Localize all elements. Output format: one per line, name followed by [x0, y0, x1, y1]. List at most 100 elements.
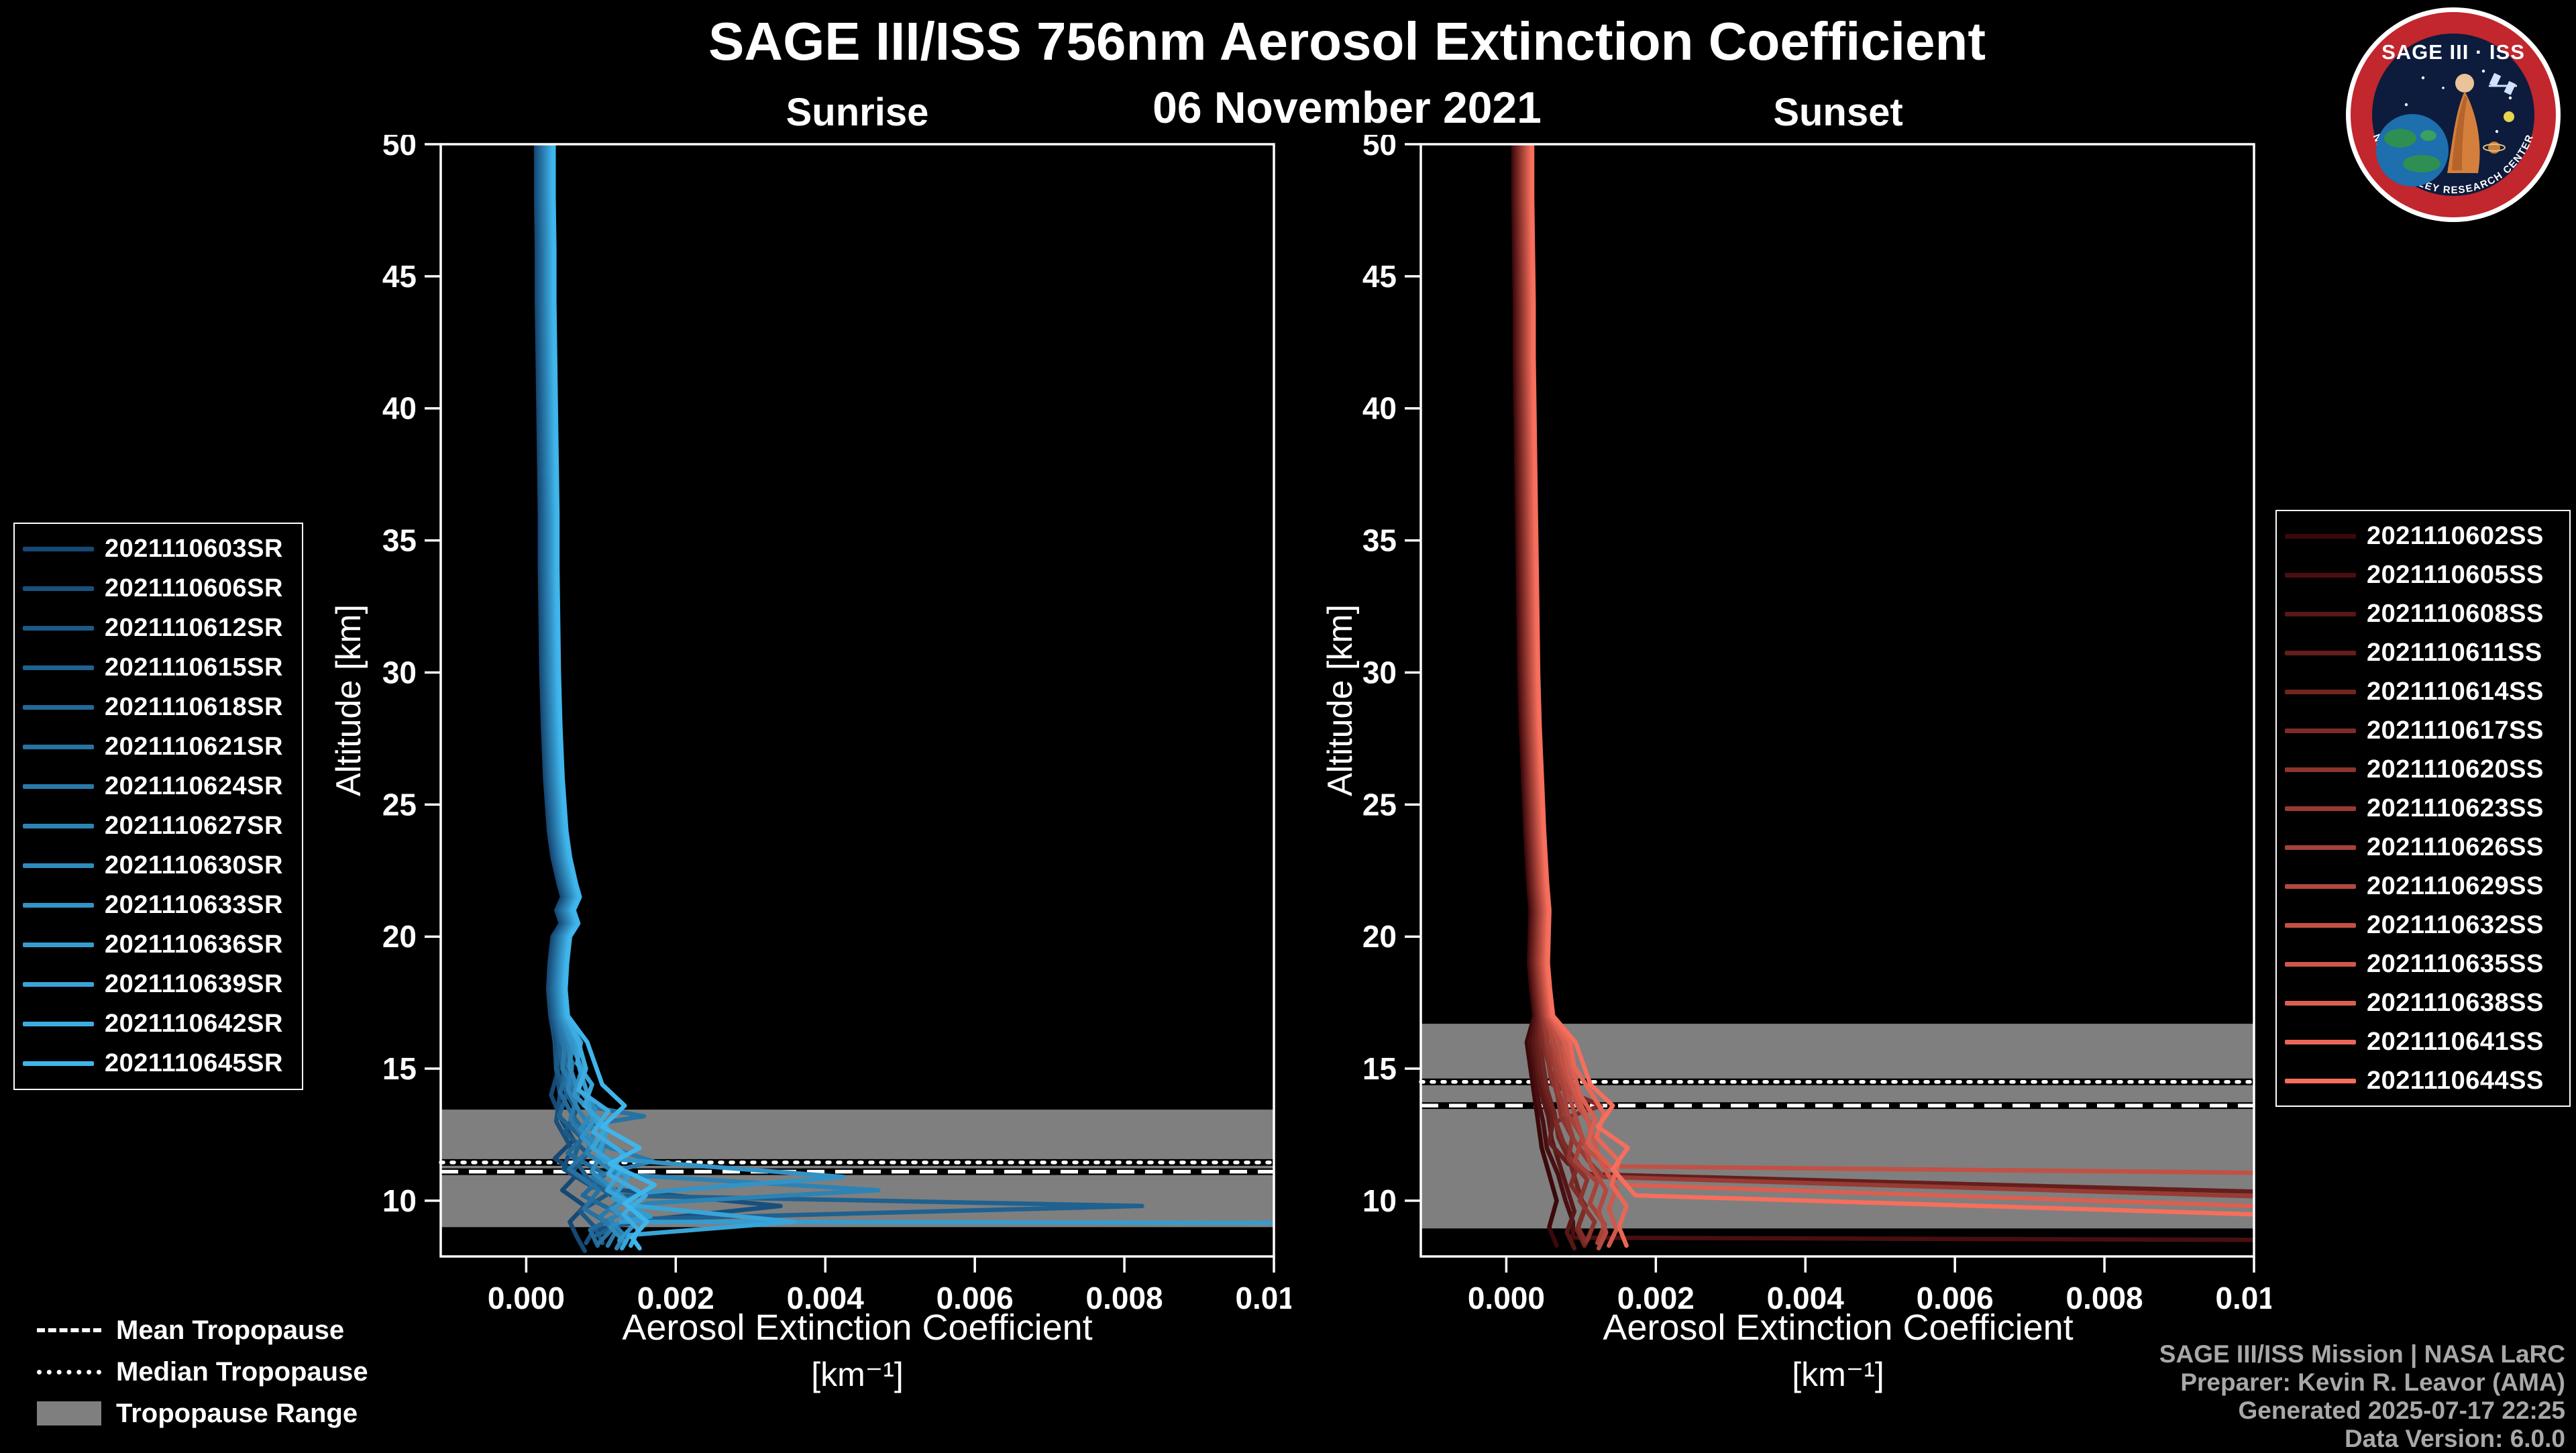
- legend-item: 2021110605SS: [2285, 555, 2561, 594]
- series-label: 2021110620SS: [2367, 755, 2544, 784]
- legend-item: 2021110630SR: [23, 846, 294, 885]
- series-color-swatch: [2285, 689, 2356, 694]
- legend-item: 2021110642SR: [23, 1004, 294, 1044]
- logo-iss-icon: [2489, 72, 2517, 95]
- series-color-swatch: [23, 824, 94, 828]
- series-label: 2021110644SS: [2367, 1066, 2544, 1095]
- tropopause-legend-item: Median Tropopause: [37, 1351, 368, 1393]
- legend-item: 2021110638SS: [2285, 983, 2561, 1022]
- svg-text:25: 25: [382, 787, 417, 822]
- tropopause-legend-item: Mean Tropopause: [37, 1309, 368, 1351]
- legend-item: 2021110608SS: [2285, 594, 2561, 633]
- legend-item: 2021110606SR: [23, 569, 294, 608]
- series-label: 2021110623SS: [2367, 794, 2544, 822]
- x-axis-unit-sunrise: [km⁻¹]: [811, 1356, 904, 1393]
- svg-text:20: 20: [1362, 919, 1397, 954]
- svg-text:50: 50: [1362, 135, 1397, 162]
- svg-text:0.004: 0.004: [787, 1281, 865, 1315]
- svg-text:15: 15: [382, 1051, 417, 1086]
- median-tropopause-label: Median Tropopause: [116, 1356, 368, 1387]
- svg-text:0.008: 0.008: [1086, 1281, 1163, 1315]
- legend-sunset: 2021110602SS 2021110605SS 2021110608SS 2021…: [2275, 510, 2571, 1107]
- legend-item: 2021110632SS: [2285, 906, 2561, 945]
- legend-item: 2021110621SR: [23, 727, 294, 767]
- credit-line: Generated 2025-07-17 22:25: [2238, 1397, 2565, 1424]
- svg-text:45: 45: [1362, 259, 1397, 294]
- series-label: 2021110641SS: [2367, 1027, 2544, 1056]
- logo-earth-icon: [2376, 114, 2449, 186]
- svg-text:30: 30: [382, 655, 417, 690]
- legend-item: 2021110626SS: [2285, 828, 2561, 867]
- credit-line: SAGE III/ISS Mission | NASA LaRC: [2159, 1340, 2565, 1368]
- tropopause-legend-item: Tropopause Range: [37, 1393, 368, 1434]
- legend-item: 2021110636SR: [23, 925, 294, 965]
- legend-item: 2021110639SR: [23, 965, 294, 1004]
- legend-items-sunset: 2021110602SS 2021110605SS 2021110608SS 2021…: [2285, 517, 2561, 1100]
- svg-text:40: 40: [382, 391, 417, 426]
- series-label: 2021110636SR: [105, 930, 283, 959]
- svg-text:40: 40: [1362, 391, 1397, 426]
- series-label: 2021110626SS: [2367, 832, 2544, 861]
- svg-text:0.000: 0.000: [488, 1281, 565, 1315]
- svg-text:0.008: 0.008: [2066, 1281, 2143, 1315]
- series-color-swatch: [2285, 883, 2356, 889]
- series-label: 2021110603SR: [105, 535, 283, 563]
- series-color-swatch: [2285, 650, 2356, 655]
- series-label: 2021110612SR: [105, 614, 283, 642]
- series-label: 2021110621SR: [105, 733, 283, 761]
- x-axis-unit-sunset: [km⁻¹]: [1792, 1356, 1884, 1393]
- logo-moon-icon: [2504, 111, 2514, 122]
- series-label: 2021110629SS: [2367, 871, 2544, 900]
- series-label: 2021110630SR: [105, 851, 283, 879]
- svg-text:15: 15: [1362, 1051, 1397, 1086]
- y-axis-label-sunset: Altitude [km]: [1321, 604, 1360, 797]
- tropopause-range-swatch: [37, 1401, 101, 1425]
- svg-text:0.010: 0.010: [1235, 1281, 1291, 1315]
- series-color-swatch: [2285, 1000, 2356, 1006]
- legend-item: 2021110623SS: [2285, 789, 2561, 828]
- legend-item: 2021110611SS: [2285, 633, 2561, 672]
- svg-text:35: 35: [382, 523, 417, 558]
- svg-text:30: 30: [1362, 655, 1397, 690]
- series-label: 2021110632SS: [2367, 910, 2544, 939]
- subtitle-sunset: Sunset: [1773, 91, 1903, 134]
- sage-iii-iss-logo: NASA LANGLEY RESEARCH CENTER SAGE III · …: [2346, 7, 2561, 222]
- series-label: 2021110635SS: [2367, 949, 2544, 978]
- mean-tropopause-label: Mean Tropopause: [116, 1315, 345, 1345]
- subtitle-sunrise: Sunrise: [786, 91, 929, 134]
- legend-item: 2021110614SS: [2285, 672, 2561, 711]
- x-axis-label-sunrise: Aerosol Extinction Coefficient: [622, 1307, 1093, 1348]
- svg-text:35: 35: [1362, 523, 1397, 558]
- y-axis-label-sunrise: Altitude [km]: [329, 604, 368, 797]
- series-color-swatch: [2285, 767, 2356, 772]
- series-color-swatch: [2285, 728, 2356, 733]
- mean-tropopause-swatch: [37, 1328, 101, 1332]
- series-color-swatch: [23, 784, 94, 789]
- svg-text:0.006: 0.006: [1917, 1281, 1994, 1315]
- series-label: 2021110642SR: [105, 1010, 283, 1038]
- series-color-swatch: [2285, 611, 2356, 616]
- series-label: 2021110645SR: [105, 1049, 283, 1077]
- series-label: 2021110618SR: [105, 693, 283, 721]
- legend-item: 2021110618SR: [23, 688, 294, 727]
- series-color-swatch: [2285, 1078, 2356, 1083]
- series-label: 2021110608SS: [2367, 599, 2544, 628]
- series-color-swatch: [2285, 1039, 2356, 1044]
- series-label: 2021110615SR: [105, 653, 283, 682]
- svg-text:0.000: 0.000: [1468, 1281, 1545, 1315]
- svg-text:50: 50: [382, 135, 417, 162]
- svg-text:25: 25: [1362, 787, 1397, 822]
- legend-item: 2021110629SS: [2285, 867, 2561, 906]
- series-label: 2021110624SR: [105, 772, 283, 800]
- svg-text:0.010: 0.010: [2215, 1281, 2271, 1315]
- series-color-swatch: [2285, 533, 2356, 539]
- credit-line: Data Version: 6.0.0: [2344, 1425, 2565, 1452]
- svg-text:0.002: 0.002: [637, 1281, 714, 1315]
- series-color-swatch: [2285, 572, 2356, 578]
- legend-item: 2021110603SR: [23, 529, 294, 569]
- series-color-swatch: [23, 1022, 94, 1026]
- series-color-swatch: [23, 665, 94, 670]
- series-color-swatch: [23, 1061, 94, 1066]
- series-color-swatch: [23, 863, 94, 868]
- legend-item: 2021110627SR: [23, 806, 294, 846]
